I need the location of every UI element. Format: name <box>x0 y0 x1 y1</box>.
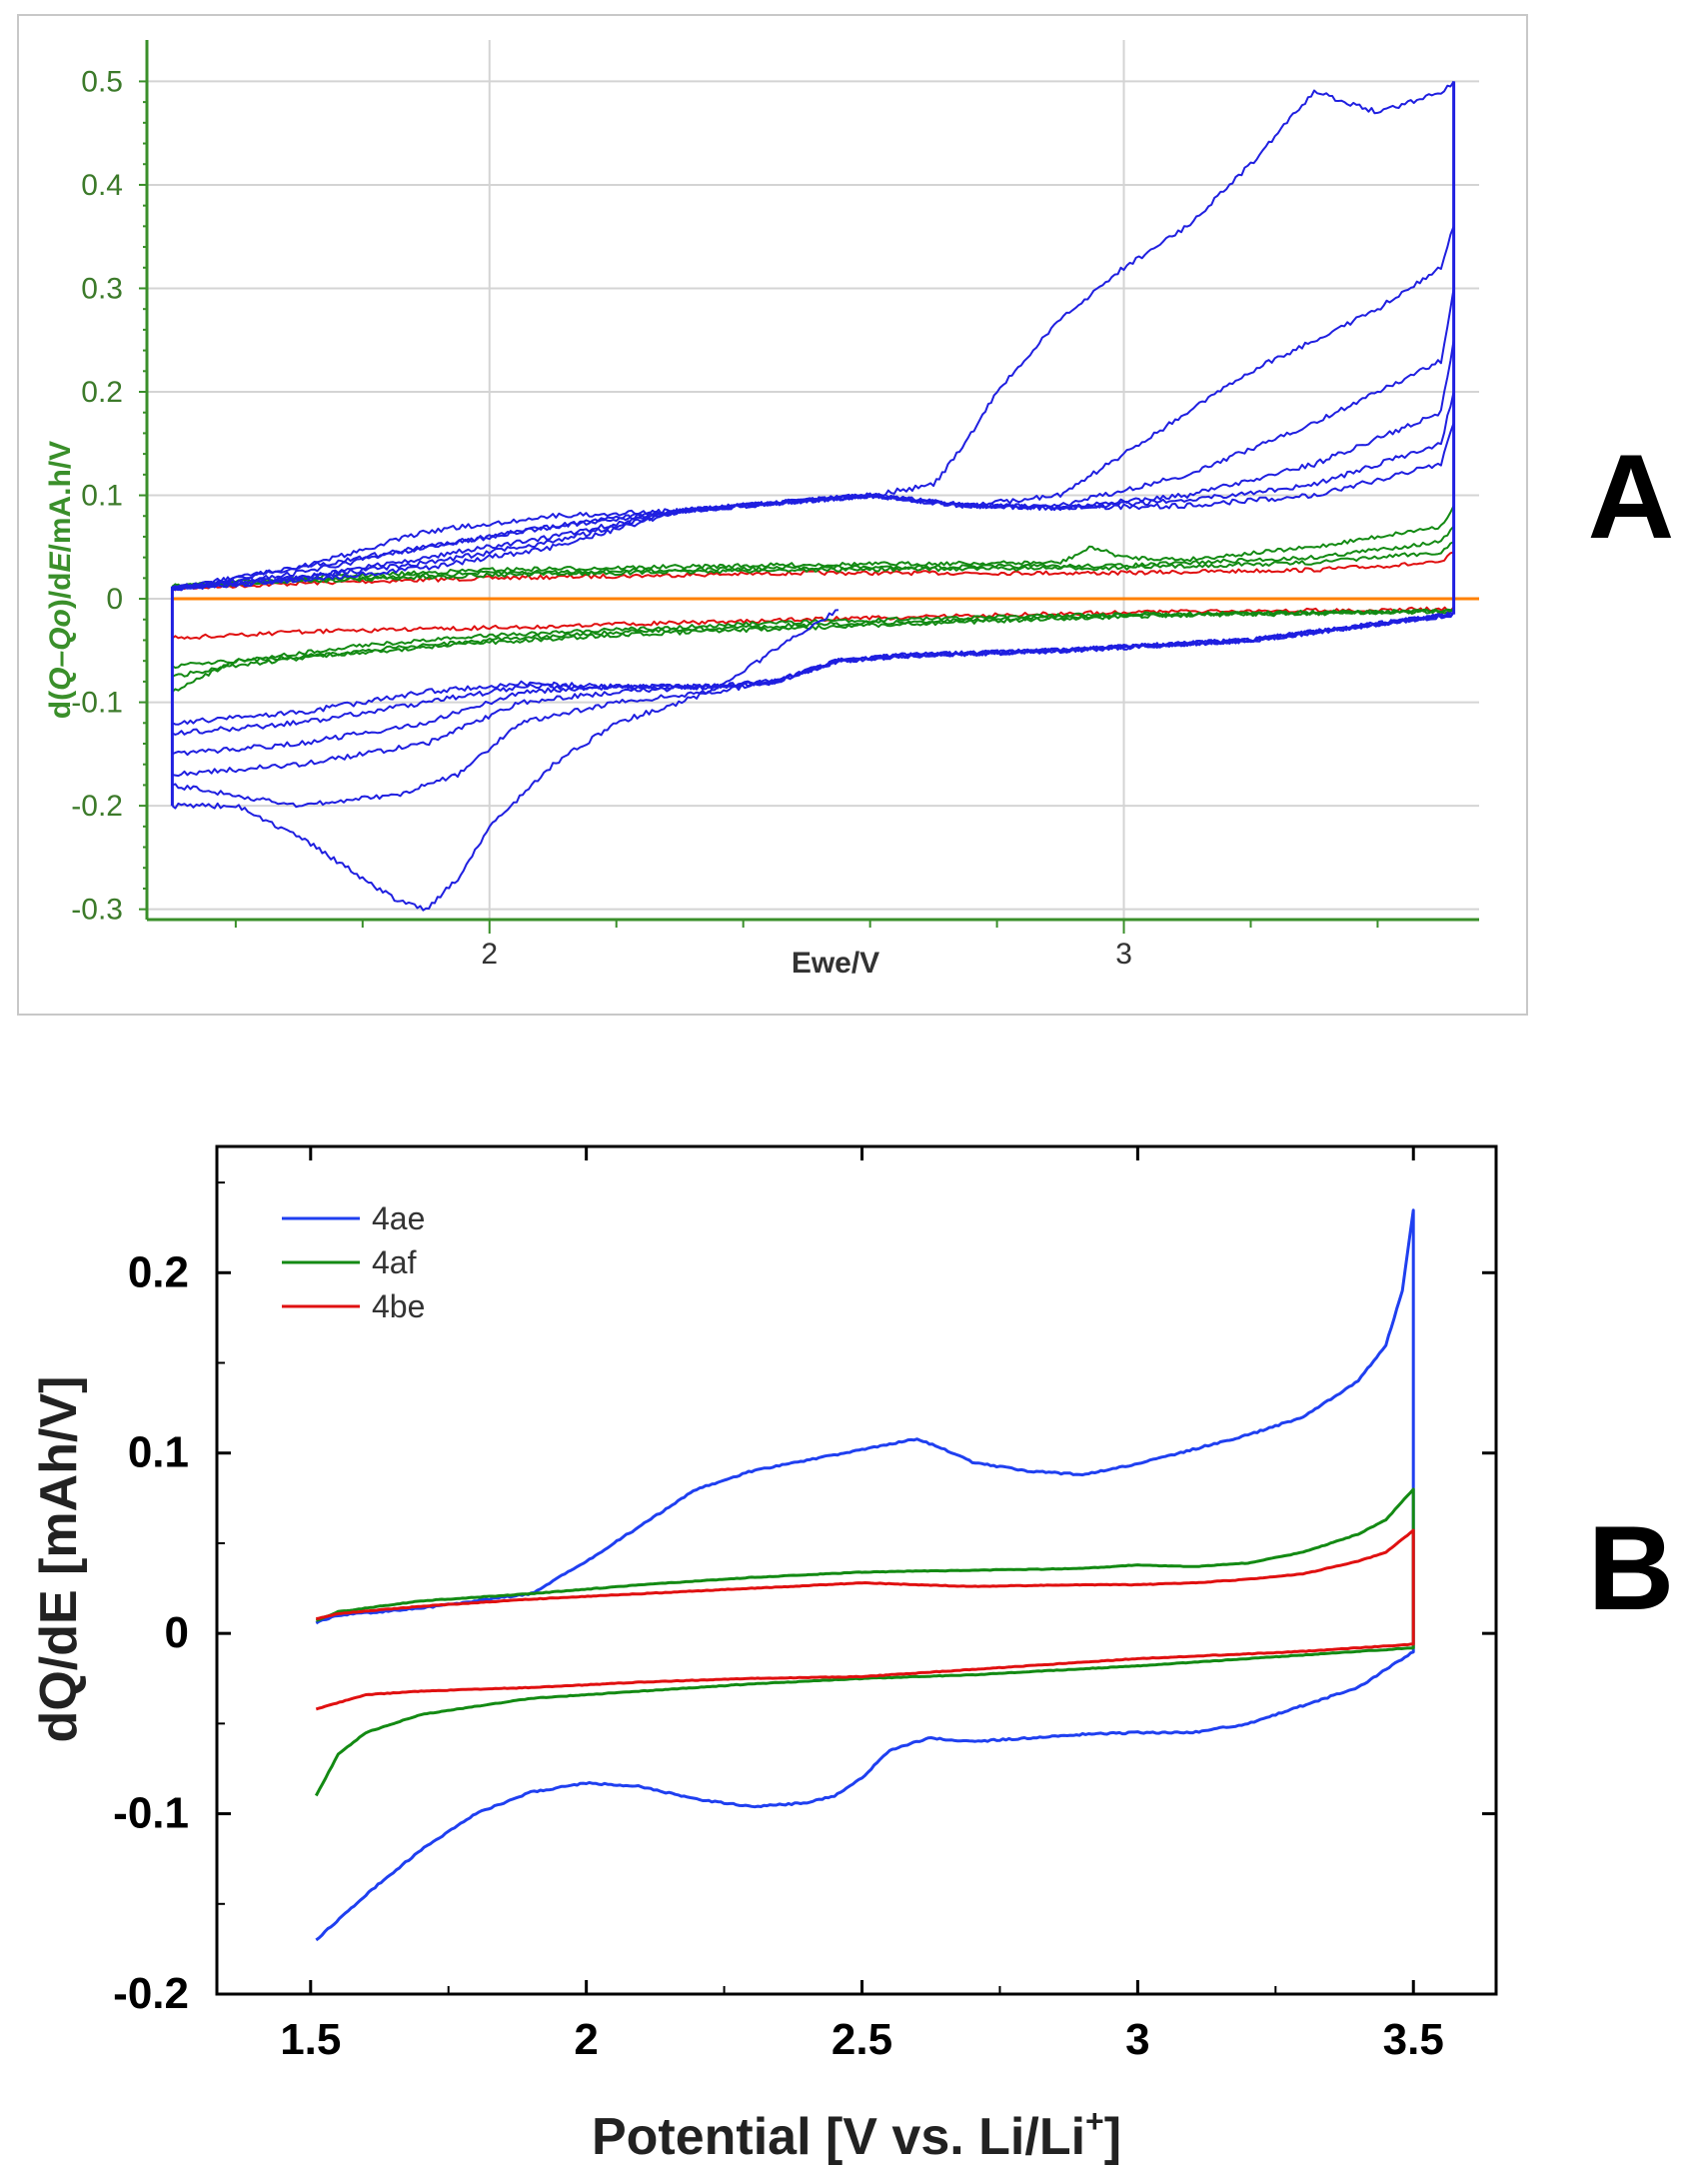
panel-a-series-cycle-12-charge <box>171 422 1455 592</box>
panel-b-x-axis-label-main: Potential [V vs. Li/Li <box>592 2108 1085 2166</box>
panel-a-series-red-charge <box>171 551 1454 592</box>
panel-a-series-cycle-1-discharge <box>171 609 839 912</box>
panel-a-letter: A <box>1588 430 1675 564</box>
panel-b-y-axis-label: dQ/dE [mAh/V] <box>30 1376 88 1743</box>
panel-a-y-tick-label: 0.2 <box>81 376 123 409</box>
panel-b-ticks: -0.2 -0.1 0 0.1 0.2 1.5 2 2.5 3 3.5 <box>113 1146 1496 2064</box>
panel-a-x-axis-label: Ewe/V <box>792 947 879 980</box>
panel-a-y-tick-label: 0.4 <box>81 169 123 202</box>
panel-a-frame <box>17 14 1528 1016</box>
panel-a-y-axis-label-part-2: Q–Qo <box>44 609 77 691</box>
panel-b-legend-label-4af: 4af <box>372 1244 417 1280</box>
panel-b-x-tick-label: 2 <box>574 2015 598 2064</box>
panel-a-series <box>170 80 1456 912</box>
panel-b-x-axis-label: Potential [V vs. Li/Li+] <box>592 2103 1121 2166</box>
panel-a-y-axis-label: d(Q–Qo)/dE/mA.h/V <box>44 441 77 719</box>
panel-a-y-tick-label: 0.5 <box>81 65 123 98</box>
panel-a-series-green-charge-3 <box>172 541 1455 589</box>
panel-a-series-cycle-8-charge <box>171 391 1455 592</box>
panel-b-series-4be <box>315 1528 1415 1711</box>
panel-b-y-tick-label: 0.2 <box>128 1247 189 1296</box>
panel-a-y-tick-label: -0.3 <box>71 894 123 927</box>
panel-b-y-tick-label: 0 <box>165 1608 189 1657</box>
panel-b-legend-label-4be: 4be <box>372 1288 425 1324</box>
panel-a-series-green-discharge-3 <box>171 609 1454 669</box>
panel-b-x-tick-label: 3.5 <box>1383 2015 1444 2064</box>
panel-b-legend-label-4ae: 4ae <box>372 1200 425 1236</box>
panel-b-x-tick-label: 1.5 <box>280 2015 341 2064</box>
panel-a-series-cycle-12-discharge <box>172 611 1455 726</box>
panel-b-x-tick-label: 2.5 <box>832 2015 892 2064</box>
panel-b-x-axis-label-sup: + <box>1085 2103 1104 2139</box>
panel-b-x-axis-label-end: ] <box>1104 2108 1121 2166</box>
panel-a-y-tick-label: 0 <box>106 583 123 616</box>
panel-b-plot-frame <box>215 1144 1498 1996</box>
panel-b-letter: B <box>1588 1501 1675 1635</box>
panel-a-y-tick-label: 0.1 <box>81 480 123 513</box>
panel-a-y-tick-label: -0.2 <box>71 790 123 823</box>
panel-a-y-axis-label-part-1: d( <box>44 691 77 719</box>
panel-a-y-axis-label-part-5: /mA.h/V <box>44 441 77 553</box>
panel-b-x-tick-label: 3 <box>1125 2015 1149 2064</box>
panel-a-series-red-discharge <box>171 606 1455 640</box>
panel-b-y-tick-label: -0.2 <box>113 1969 189 2018</box>
panel-a-grid <box>147 40 1479 920</box>
panel-b: -0.2 -0.1 0 0.1 0.2 1.5 2 2.5 3 3.5 4ae 4af 4be Pot… <box>30 1144 1498 2166</box>
panel-a-y-axis-label-part-3: )/d <box>44 573 77 610</box>
panel-a-x-tick-label: 3 <box>1115 938 1132 971</box>
panel-b-legend: 4ae 4af 4be <box>282 1200 425 1324</box>
panel-a-y-tick-label: -0.1 <box>71 687 123 720</box>
panel-a-x-tick-label: 2 <box>481 938 498 971</box>
panel-a: -0.3 -0.2 -0.1 0 0.1 0.2 0.3 0.4 0.5 2 3 Ewe/V d(Q… <box>17 14 1528 1016</box>
panel-a-axes <box>145 40 1479 922</box>
panel-b-y-tick-label: -0.1 <box>113 1789 189 1838</box>
panel-a-ticks: -0.3 -0.2 -0.1 0 0.1 0.2 0.3 0.4 0.5 2 3 <box>71 65 1379 971</box>
panel-b-y-tick-label: 0.1 <box>128 1428 189 1477</box>
panel-b-series <box>314 1208 1415 1942</box>
panel-a-y-tick-label: 0.3 <box>81 272 123 305</box>
panel-a-y-axis-label-part-4: E <box>44 552 77 573</box>
panel-b-series-4ae <box>315 1208 1415 1942</box>
